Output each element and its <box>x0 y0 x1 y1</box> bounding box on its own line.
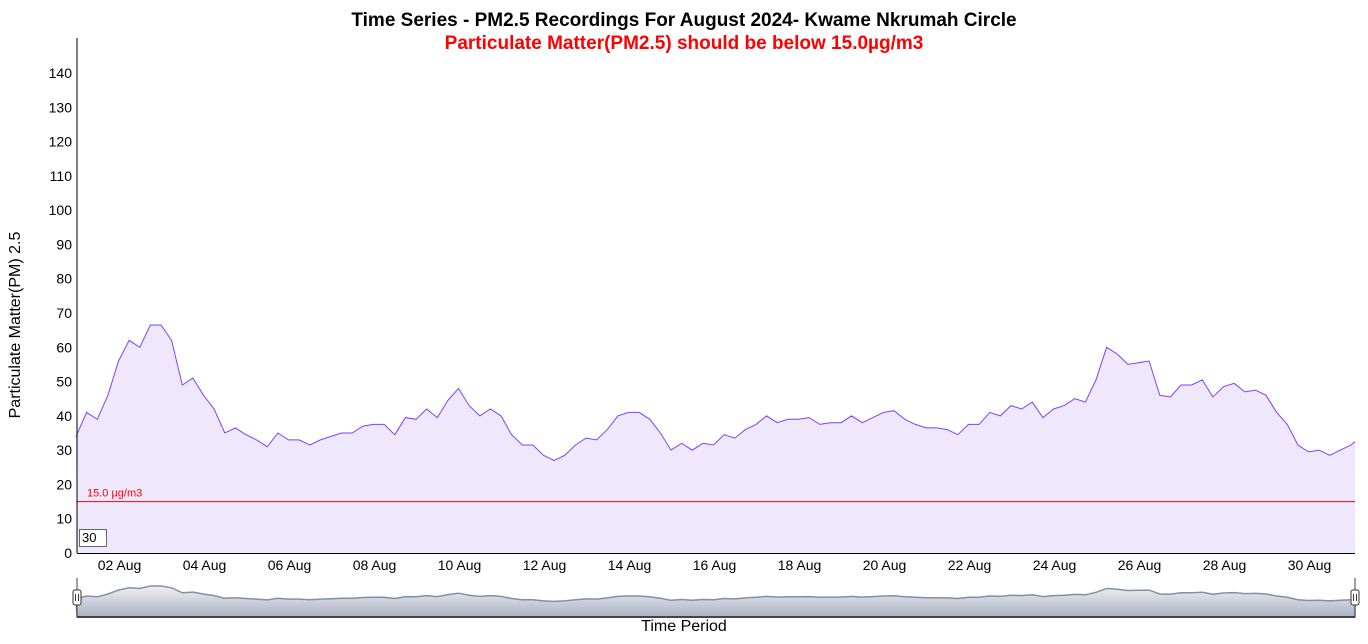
y-tick-label: 10 <box>56 511 72 527</box>
y-tick-label: 140 <box>49 65 73 81</box>
x-tick-label: 06 Aug <box>268 557 312 573</box>
x-tick-label: 12 Aug <box>523 557 567 573</box>
x-tick-label: 02 Aug <box>98 557 142 573</box>
series-area <box>76 325 1355 553</box>
y-tick-label: 130 <box>49 99 73 115</box>
x-tick-label: 26 Aug <box>1118 557 1162 573</box>
x-tick-label: 20 Aug <box>863 557 907 573</box>
x-tick-label: 24 Aug <box>1033 557 1077 573</box>
x-tick-label: 10 Aug <box>438 557 482 573</box>
x-tick-label: 22 Aug <box>948 557 992 573</box>
y-tick-label: 70 <box>56 305 72 321</box>
x-tick-label: 18 Aug <box>778 557 822 573</box>
x-axis-label: Time Period <box>641 618 727 635</box>
chart-title: Time Series - PM2.5 Recordings For Augus… <box>351 10 1017 31</box>
y-tick-label: 80 <box>56 271 72 287</box>
range-handle-left[interactable] <box>72 589 82 606</box>
y-tick-label: 110 <box>50 168 73 184</box>
x-tick-label: 30 Aug <box>1288 557 1332 573</box>
y-tick-label: 0 <box>64 545 72 561</box>
range-handle-right[interactable] <box>1350 589 1360 606</box>
range-selector-preview <box>75 585 1356 618</box>
rolling-period-input[interactable]: 30 <box>79 529 107 547</box>
threshold-label: 15.0 µg/m3 <box>87 488 142 500</box>
x-tick-label: 14 Aug <box>608 557 652 573</box>
x-tick-label: 08 Aug <box>353 557 397 573</box>
y-tick-label: 60 <box>56 339 72 355</box>
x-tick-label: 16 Aug <box>693 557 737 573</box>
y-tick-label: 50 <box>56 374 72 390</box>
series-line-pm25 <box>75 324 1356 461</box>
y-tick-label: 20 <box>56 476 72 492</box>
y-tick-label: 100 <box>49 202 73 218</box>
y-tick-label: 40 <box>56 408 72 424</box>
grip-icon <box>1353 594 1357 601</box>
grip-icon <box>75 594 79 601</box>
x-tick-label: 28 Aug <box>1203 557 1247 573</box>
y-tick-label: 30 <box>56 442 72 458</box>
x-tick-label: 04 Aug <box>183 557 227 573</box>
chart-subtitle: Particulate Matter(PM2.5) should be belo… <box>444 33 924 54</box>
y-tick-label: 90 <box>56 236 72 252</box>
y-tick-label: 120 <box>49 134 73 150</box>
